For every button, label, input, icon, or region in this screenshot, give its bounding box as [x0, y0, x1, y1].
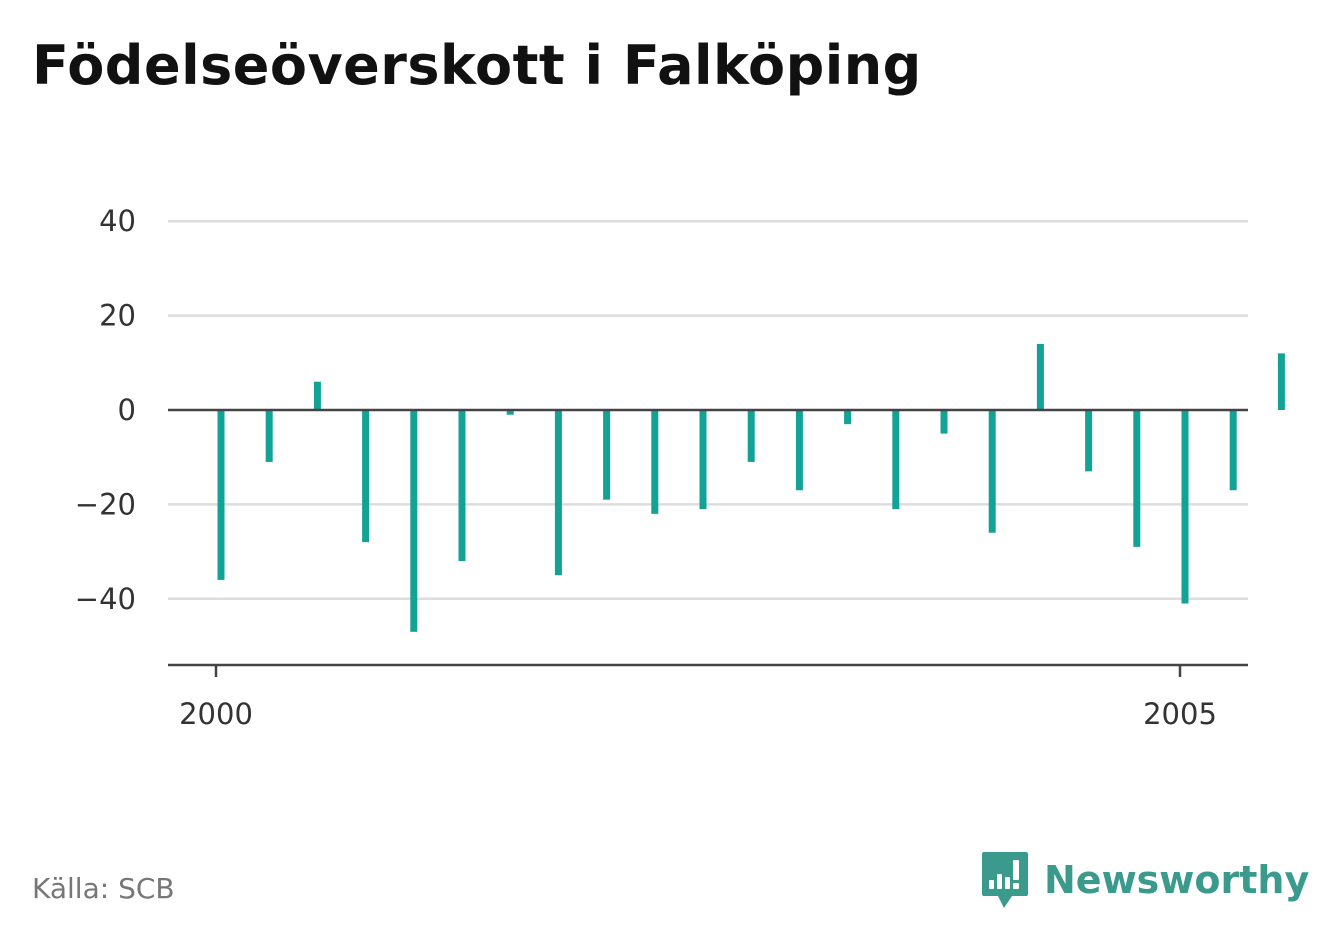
- bar: [795, 410, 803, 491]
- bar: [1181, 410, 1189, 604]
- gridlines: [168, 219, 1248, 601]
- newsworthy-logo-icon: [982, 852, 1028, 908]
- bar: [1229, 410, 1237, 491]
- y-tick-label: 20: [99, 299, 136, 333]
- y-axis-labels: 40 20 0 −20 −40: [75, 204, 136, 616]
- bar: [1036, 343, 1044, 410]
- bar: [747, 410, 755, 462]
- brand-name: Newsworthy: [1044, 858, 1310, 902]
- bar: [699, 410, 707, 510]
- bar: [603, 410, 611, 500]
- bar: [458, 410, 466, 562]
- brand-logo[interactable]: Newsworthy: [980, 850, 1309, 910]
- bar: [940, 410, 948, 434]
- x-axis-ticks: 200020052010201520202025: [179, 665, 1217, 731]
- bars: [217, 343, 1285, 632]
- y-tick-label: −40: [75, 582, 136, 616]
- bar: [265, 410, 273, 462]
- bar: [362, 410, 370, 543]
- bar: [313, 381, 321, 410]
- x-tick-label: 2000: [179, 697, 253, 731]
- bar: [892, 410, 900, 510]
- bar: [651, 410, 659, 514]
- x-tick-label: 2005: [1143, 697, 1217, 731]
- y-tick-label: 40: [99, 204, 136, 238]
- chart-title: Födelseöverskott i Falköping: [32, 34, 922, 97]
- source-note: Källa: SCB: [32, 872, 175, 905]
- bar: [1133, 410, 1141, 547]
- bar: [844, 410, 852, 425]
- bar: [217, 410, 225, 580]
- bar: [988, 410, 996, 533]
- y-tick-label: 0: [118, 393, 136, 427]
- bar: [1277, 353, 1285, 410]
- y-tick-label: −20: [75, 487, 136, 521]
- bar: [554, 410, 562, 576]
- bar: [506, 410, 514, 415]
- bar: [410, 410, 418, 632]
- bar: [1085, 410, 1093, 472]
